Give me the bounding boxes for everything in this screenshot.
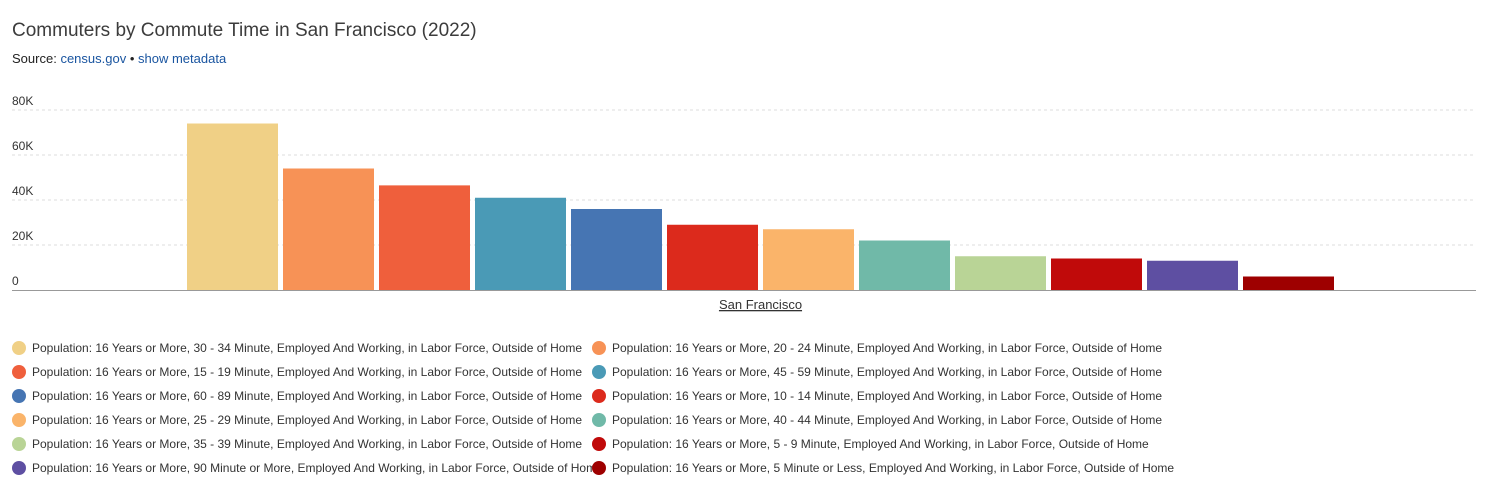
y-tick-label: 40K xyxy=(12,184,33,198)
bar[interactable] xyxy=(1147,260,1238,290)
bar[interactable] xyxy=(859,240,950,291)
legend-item[interactable]: Population: 16 Years or More, 40 - 44 Mi… xyxy=(592,413,1162,427)
chart-title: Commuters by Commute Time in San Francis… xyxy=(12,20,477,41)
bar[interactable] xyxy=(763,229,854,290)
legend-item[interactable]: Population: 16 Years or More, 5 - 9 Minu… xyxy=(592,437,1149,451)
source-line: Source: census.gov • show metadata xyxy=(12,51,226,66)
show-metadata-link[interactable]: show metadata xyxy=(138,51,227,66)
legend-swatch xyxy=(592,389,606,403)
legend-label: Population: 16 Years or More, 30 - 34 Mi… xyxy=(32,341,583,355)
legend-row: Population: 16 Years or More, 15 - 19 Mi… xyxy=(12,360,1252,384)
legend-label: Population: 16 Years or More, 25 - 29 Mi… xyxy=(32,413,583,427)
legend-row: Population: 16 Years or More, 25 - 29 Mi… xyxy=(12,408,1252,432)
y-tick-label: 0 xyxy=(12,274,19,288)
legend-swatch xyxy=(592,461,606,475)
source-link[interactable]: census.gov xyxy=(60,51,127,66)
bar[interactable] xyxy=(187,123,278,291)
y-tick-label: 60K xyxy=(12,139,33,153)
legend-label: Population: 16 Years or More, 5 Minute o… xyxy=(612,461,1175,475)
source-separator: • xyxy=(129,51,135,66)
legend-label: Population: 16 Years or More, 35 - 39 Mi… xyxy=(32,437,583,451)
legend-item[interactable]: Population: 16 Years or More, 45 - 59 Mi… xyxy=(592,365,1162,379)
bar-chart: 0 20K 40K 60K 80K San Francisco xyxy=(12,94,1476,312)
bar[interactable] xyxy=(955,256,1046,290)
legend-swatch xyxy=(12,413,26,427)
legend-item[interactable]: Population: 16 Years or More, 60 - 89 Mi… xyxy=(12,389,592,403)
x-category-label[interactable]: San Francisco xyxy=(719,297,802,312)
legend-item[interactable]: Population: 16 Years or More, 90 Minute … xyxy=(12,461,603,475)
bar[interactable] xyxy=(475,197,566,290)
legend-row: Population: 16 Years or More, 30 - 34 Mi… xyxy=(12,336,1252,360)
legend-item[interactable]: Population: 16 Years or More, 15 - 19 Mi… xyxy=(12,365,592,379)
legend-item[interactable]: Population: 16 Years or More, 5 Minute o… xyxy=(592,461,1174,475)
legend-item[interactable]: Population: 16 Years or More, 10 - 14 Mi… xyxy=(592,389,1162,403)
y-tick-label: 20K xyxy=(12,229,33,243)
legend-swatch xyxy=(592,341,606,355)
legend-row: Population: 16 Years or More, 35 - 39 Mi… xyxy=(12,432,1252,456)
legend-label: Population: 16 Years or More, 60 - 89 Mi… xyxy=(32,389,583,403)
bar[interactable] xyxy=(283,168,374,291)
legend-item[interactable]: Population: 16 Years or More, 25 - 29 Mi… xyxy=(12,413,592,427)
source-prefix: Source: xyxy=(12,51,57,66)
bar[interactable] xyxy=(667,224,758,290)
bar[interactable] xyxy=(1243,276,1334,291)
legend-swatch xyxy=(12,389,26,403)
legend-row: Population: 16 Years or More, 90 Minute … xyxy=(12,456,1252,480)
bar[interactable] xyxy=(1051,258,1142,291)
legend-swatch xyxy=(592,365,606,379)
legend-label: Population: 16 Years or More, 40 - 44 Mi… xyxy=(612,413,1163,427)
legend-label: Population: 16 Years or More, 15 - 19 Mi… xyxy=(32,365,583,379)
legend-label: Population: 16 Years or More, 5 - 9 Minu… xyxy=(612,437,1149,451)
legend-swatch xyxy=(12,341,26,355)
legend-swatch xyxy=(592,437,606,451)
legend-swatch xyxy=(12,461,26,475)
legend-swatch xyxy=(592,413,606,427)
legend-label: Population: 16 Years or More, 20 - 24 Mi… xyxy=(612,341,1163,355)
legend-swatch xyxy=(12,437,26,451)
legend-label: Population: 16 Years or More, 90 Minute … xyxy=(32,461,603,475)
y-tick-label: 80K xyxy=(12,94,33,108)
legend-swatch xyxy=(12,365,26,379)
bar[interactable] xyxy=(379,185,470,290)
legend-item[interactable]: Population: 16 Years or More, 35 - 39 Mi… xyxy=(12,437,592,451)
legend-label: Population: 16 Years or More, 10 - 14 Mi… xyxy=(612,389,1163,403)
legend-item[interactable]: Population: 16 Years or More, 20 - 24 Mi… xyxy=(592,341,1162,355)
legend-row: Population: 16 Years or More, 60 - 89 Mi… xyxy=(12,384,1252,408)
bar[interactable] xyxy=(571,209,662,290)
chart-legend: Population: 16 Years or More, 30 - 34 Mi… xyxy=(12,336,1252,480)
legend-label: Population: 16 Years or More, 45 - 59 Mi… xyxy=(612,365,1163,379)
legend-item[interactable]: Population: 16 Years or More, 30 - 34 Mi… xyxy=(12,341,592,355)
